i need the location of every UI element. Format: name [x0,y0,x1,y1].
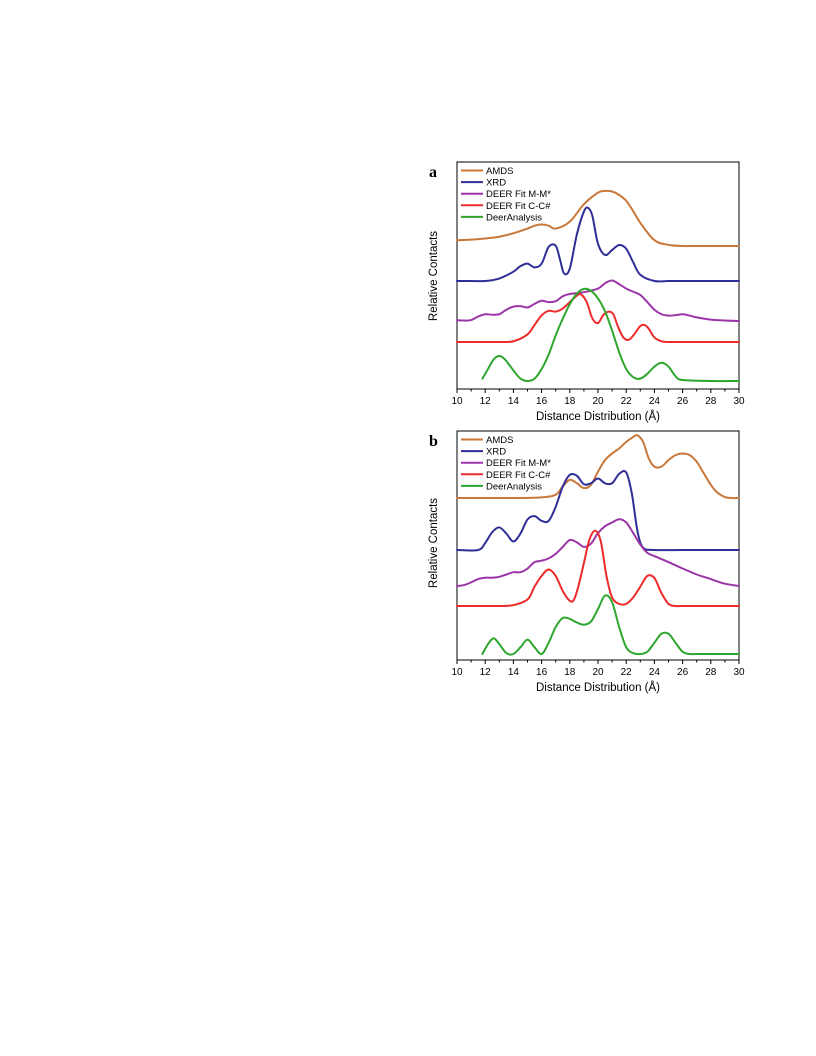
legend-label: DEER Fit C-C# [486,201,551,212]
x-tick-label: 24 [649,667,661,678]
series-line-2 [456,518,740,587]
panel-label: a [429,164,437,181]
x-tick-label: 22 [621,396,633,407]
series-line-1 [456,469,740,552]
x-tick-label: 22 [621,667,633,678]
series-line-4 [481,287,740,383]
series-line-3 [456,529,740,608]
legend-label: DeerAnalysis [486,212,542,223]
series-line-3 [456,293,740,344]
legend-label: AMDS [486,166,513,177]
x-tick-label: 10 [451,396,463,407]
x-tick-label: 12 [480,667,492,678]
x-tick-label: 24 [649,396,661,407]
x-tick-label: 18 [564,667,576,678]
x-tick-label: 28 [705,667,717,678]
y-axis-title: Relative Contacts [428,498,440,588]
x-tick-label: 14 [508,396,520,407]
panel-label: b [429,433,438,450]
x-tick-label: 26 [677,396,689,407]
chart-panel-a: a 10 12 14 16 18 20 22 24 26 28 30 Distance Distribu… [428,161,745,423]
x-tick-label: 12 [480,396,492,407]
x-tick-label: 30 [733,396,745,407]
legend-label: XRD [486,447,506,458]
x-tick-label: 14 [508,667,520,678]
series-line-2 [456,279,740,322]
legend-label: DeerAnalysis [486,481,542,492]
x-tick-label: 20 [592,396,604,407]
x-tick-label: 18 [564,396,576,407]
x-tick-label: 16 [536,667,548,678]
x-tick-label: 26 [677,667,689,678]
x-tick-label: 20 [592,667,604,678]
series-line-0 [456,189,740,248]
y-axis-title: Relative Contacts [428,231,440,321]
series-line-4 [481,594,740,656]
x-axis-title: Distance Distribution (Å) [536,681,660,694]
legend-label: XRD [486,178,506,189]
legend-label: AMDS [486,435,513,446]
x-tick-label: 28 [705,396,717,407]
x-axis-title: Distance Distribution (Å) [536,410,660,423]
legend-label: DEER Fit M-M* [486,458,551,469]
x-tick-label: 16 [536,396,548,407]
series-line-1 [456,206,740,283]
chart-panel-b: b 10 12 14 16 18 20 22 24 26 28 30 Distance Distribu… [428,430,745,694]
x-tick-label: 10 [451,667,463,678]
legend-label: DEER Fit C-C# [486,470,551,481]
x-tick-label: 30 [733,667,745,678]
legend-label: DEER Fit M-M* [486,189,551,200]
